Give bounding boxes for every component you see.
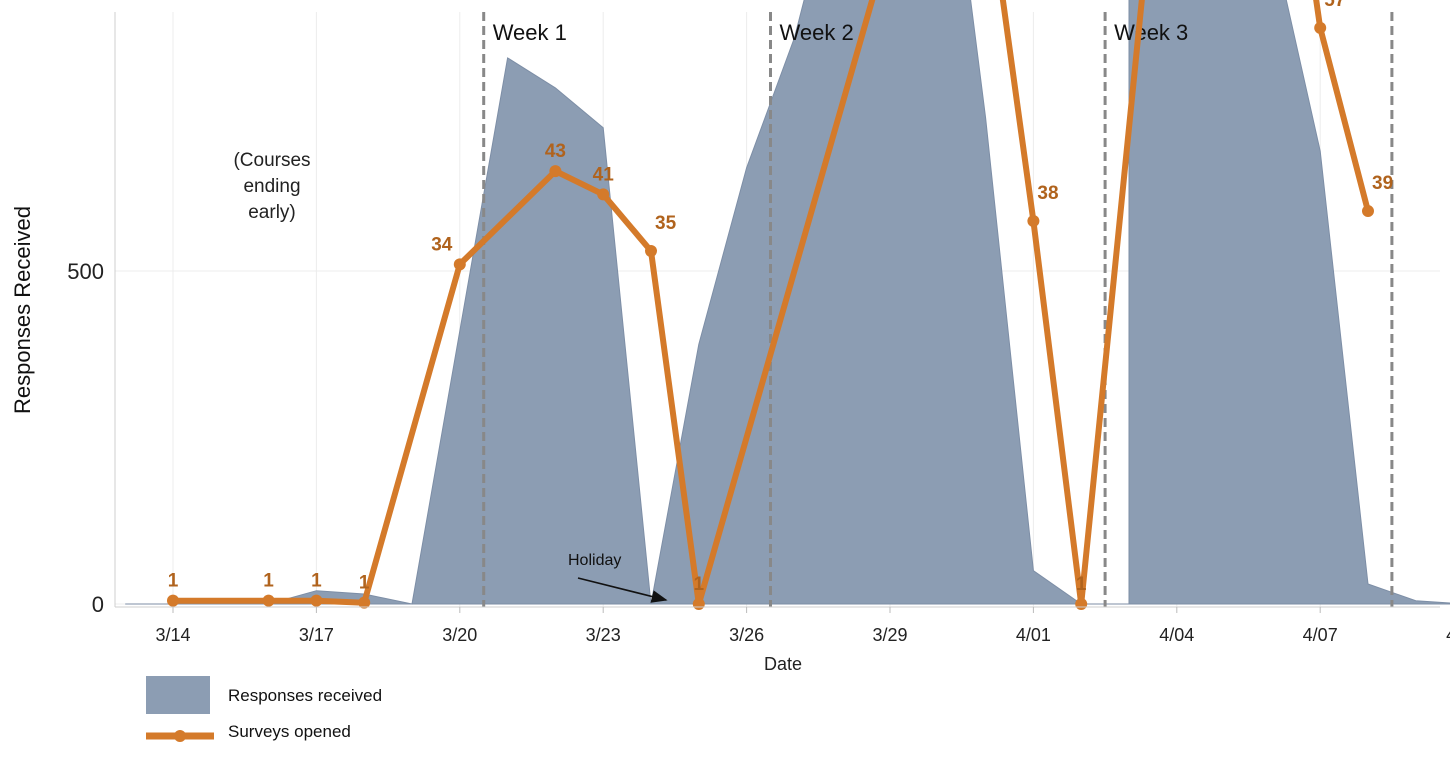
x-tick-label: 3/29 bbox=[872, 625, 907, 645]
holiday-arrow bbox=[577, 577, 668, 603]
point-label: 39 bbox=[1372, 173, 1393, 194]
legend-item-responses-received: Responses received bbox=[146, 676, 446, 716]
annotation-courses-ending-early: ending bbox=[243, 176, 300, 197]
point-surveys-opened bbox=[645, 245, 657, 258]
y-tick-label: 0 bbox=[92, 592, 104, 617]
point-surveys-opened bbox=[167, 594, 179, 607]
legend-label-responses-received: Responses received bbox=[228, 686, 383, 705]
point-label: 1 bbox=[311, 571, 322, 592]
point-label: 1 bbox=[263, 571, 274, 592]
y-axis-title: Responses Received bbox=[10, 206, 35, 414]
x-tick-label: 4/01 bbox=[1016, 625, 1051, 645]
x-tick-label: 3/17 bbox=[299, 625, 334, 645]
annotation-holiday: Holiday bbox=[568, 552, 621, 569]
point-label: 1 bbox=[359, 573, 370, 594]
point-surveys-opened bbox=[262, 594, 275, 607]
x-tick-label: 3/20 bbox=[442, 625, 477, 645]
x-tick-label: 4/04 bbox=[1159, 625, 1194, 645]
x-tick-label: 3/23 bbox=[586, 625, 621, 645]
point-label: 38 bbox=[1037, 183, 1058, 204]
point-surveys-opened bbox=[358, 596, 371, 609]
point-surveys-opened bbox=[597, 188, 610, 201]
legend-swatch-line bbox=[146, 730, 214, 742]
point-surveys-opened bbox=[1362, 205, 1374, 218]
x-axis-title: Date bbox=[764, 654, 802, 674]
point-surveys-opened bbox=[549, 165, 562, 178]
legend-swatch-area bbox=[146, 676, 210, 714]
line-series-surveys-opened bbox=[167, 0, 1374, 610]
point-surveys-opened bbox=[1314, 21, 1327, 34]
x-tick-label: 3/26 bbox=[729, 625, 764, 645]
week-dividers: Week 1 Week 2 Week 3 bbox=[482, 12, 1394, 607]
legend-item-surveys-opened: Surveys opened bbox=[146, 718, 446, 758]
week-label-1: Week 1 bbox=[493, 20, 567, 45]
point-surveys-opened bbox=[1075, 598, 1088, 610]
point-label: 1 bbox=[1076, 574, 1087, 595]
y-tick-label: 500 bbox=[67, 259, 104, 284]
point-label: 1 bbox=[694, 574, 705, 595]
annotation-courses-ending-early: (Courses bbox=[233, 150, 310, 171]
axes: 3/14 3/17 3/20 3/23 3/26 3/29 4/01 4/04 4/07 4/10… bbox=[10, 12, 1450, 674]
point-labels: 11113443413516699723819474905739 bbox=[168, 0, 1393, 595]
x-tick-label: 4/07 bbox=[1303, 625, 1338, 645]
x-tick-label: 4/10 bbox=[1446, 625, 1450, 645]
week-label-3: Week 3 bbox=[1114, 20, 1188, 45]
point-label: 41 bbox=[593, 164, 615, 185]
annotations: (Courses ending early) Holiday bbox=[233, 150, 668, 603]
point-label: 35 bbox=[655, 213, 677, 234]
point-surveys-opened bbox=[692, 598, 705, 610]
point-label: 34 bbox=[431, 234, 453, 255]
annotation-courses-ending-early: early) bbox=[248, 202, 296, 223]
point-surveys-opened bbox=[310, 594, 323, 607]
legend-label-surveys-opened: Surveys opened bbox=[228, 722, 351, 741]
point-label: 43 bbox=[545, 141, 566, 162]
x-tick-label: 3/14 bbox=[155, 625, 190, 645]
point-label: 57 bbox=[1324, 0, 1345, 11]
point-surveys-opened bbox=[453, 258, 466, 271]
week-label-2: Week 2 bbox=[780, 20, 854, 45]
point-surveys-opened bbox=[1027, 215, 1040, 228]
point-label: 1 bbox=[168, 571, 179, 592]
